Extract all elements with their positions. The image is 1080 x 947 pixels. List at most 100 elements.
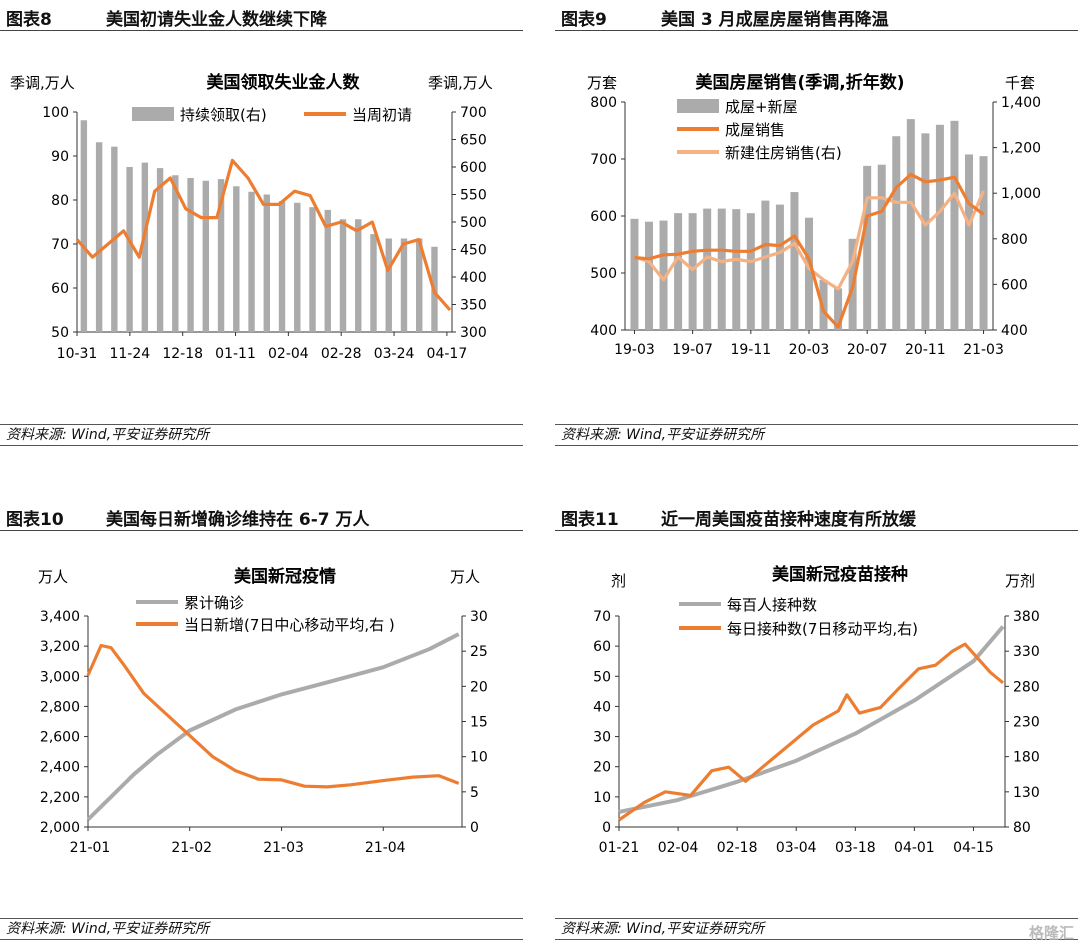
x-tick-label: 11-24 (109, 346, 150, 362)
bar-total-sales (717, 208, 726, 330)
y-tick-label-right: 0 (470, 820, 479, 836)
y-axis-label-left: 剂 (611, 572, 626, 590)
line-doses-per-hundred (618, 625, 1005, 814)
y-tick-label-right: 700 (460, 105, 487, 121)
figure-number: 图表11 (561, 510, 619, 530)
y-tick-label-right: 130 (1013, 785, 1040, 801)
bar-total-sales (790, 192, 799, 330)
y-tick-label-right: 500 (460, 215, 487, 231)
bar-total-sales (659, 220, 668, 330)
bar-total-sales (805, 217, 813, 330)
bar-continuing-claims (187, 178, 194, 332)
panel-title: 美国 3 月成屋房屋销售再降温 (661, 10, 889, 30)
x-tick-label: 21-04 (365, 840, 406, 856)
bar-continuing-claims (95, 142, 103, 332)
x-tick-label: 19-03 (614, 342, 655, 358)
x-tick-label: 20-07 (847, 342, 888, 358)
legend-label: 每百人接种数 (727, 596, 817, 614)
bar-continuing-claims (233, 186, 240, 332)
line-daily-doses (618, 642, 1005, 822)
bar-continuing-claims (202, 180, 210, 332)
bar-continuing-claims (400, 238, 408, 332)
figure-number: 图表9 (561, 10, 607, 30)
y-tick-label-right: 600 (460, 160, 487, 176)
x-tick-label: 01-11 (215, 346, 256, 362)
y-tick-label-right: 25 (470, 644, 488, 660)
y-tick-label-left: 400 (590, 323, 617, 339)
bar-total-sales (965, 154, 973, 330)
legend-label: 每日接种数(7日移动平均,右) (727, 620, 918, 638)
legend-label: 新建住房销售(右) (725, 144, 842, 162)
y-tick-label-right: 1,200 (1001, 141, 1041, 157)
bar-continuing-claims (355, 219, 362, 332)
chart-covid-cases: 2,000 2,200 2,400 2,600 2,800 3,000 3,200 3,400… (38, 566, 488, 856)
y-axis-label-right: 万人 (450, 568, 480, 586)
x-tick-label: 21-03 (263, 840, 304, 856)
y-tick-label-right: 20 (470, 679, 488, 695)
figure-number: 图表10 (6, 510, 64, 530)
y-tick-label-left: 500 (590, 266, 617, 282)
panel-header: 图表9 美国 3 月成屋房屋销售再降温 (555, 0, 1078, 31)
bar-continuing-claims (294, 202, 301, 332)
y-tick-label-left: 700 (590, 152, 617, 168)
y-axis-label-left: 万套 (587, 74, 617, 92)
bar-total-sales (703, 208, 712, 330)
bar-continuing-claims (80, 120, 88, 332)
watermark: 格隆汇 (1028, 924, 1074, 942)
y-tick-label-right: 350 (460, 298, 487, 314)
bar-continuing-claims (156, 168, 164, 332)
legend-swatch-bar (132, 107, 174, 121)
y-tick-label-right: 330 (1013, 644, 1040, 660)
y-tick-label-right: 80 (1013, 820, 1031, 836)
bar-total-sales (906, 119, 915, 330)
panel-fig8: 图表8 美国初请失业金人数继续下降 50 60 70 80 90 100 300 350 400… (0, 0, 523, 448)
y-tick-label-left: 800 (590, 95, 617, 111)
chart-title: 美国新冠疫苗接种 (772, 564, 908, 585)
y-axis-label-right: 季调,万人 (428, 74, 493, 92)
x-tick-label: 03-04 (776, 840, 817, 856)
y-tick-label-right: 5 (470, 785, 479, 801)
figure-number: 图表8 (6, 10, 52, 30)
chart-title: 美国新冠疫情 (234, 566, 336, 587)
y-tick-label-right: 450 (460, 243, 487, 259)
legend-label: 当日新增(7日中心移动平均,右 ) (184, 616, 395, 634)
x-tick-label: 02-04 (268, 346, 309, 362)
bar-total-sales (775, 204, 784, 330)
y-tick-label-right: 650 (460, 133, 487, 149)
y-axis-label-left: 季调,万人 (10, 74, 75, 92)
y-tick-label-left: 60 (51, 281, 69, 297)
x-tick-label: 19-11 (730, 342, 771, 358)
bar-continuing-claims (370, 234, 377, 332)
bar-continuing-claims (126, 167, 133, 332)
panel-fig11: 图表11 近一周美国疫苗接种速度有所放缓 0 10 20 30 40 50 60 70 80 13… (555, 500, 1078, 947)
bar-continuing-claims (248, 191, 255, 332)
bar-total-sales (761, 200, 770, 330)
bar-total-sales (819, 279, 828, 330)
x-tick-label: 03-24 (374, 346, 415, 362)
y-tick-label-left: 3,200 (40, 639, 80, 655)
y-tick-label-left: 100 (42, 105, 69, 121)
y-tick-label-left: 2,400 (40, 760, 80, 776)
y-tick-label-left: 2,800 (40, 699, 80, 715)
bar-total-sales (674, 213, 683, 330)
bar-total-sales (935, 124, 944, 330)
bar-total-sales (645, 221, 653, 330)
y-tick-label-left: 3,000 (40, 669, 80, 685)
bar-total-sales (688, 213, 697, 330)
source-note: 资料来源: Wind,平安证券研究所 (555, 424, 1078, 446)
y-tick-label-left: 2,200 (40, 790, 80, 806)
y-tick-label-right: 10 (470, 750, 488, 766)
x-tick-label: 03-18 (835, 840, 876, 856)
bar-continuing-claims (263, 194, 270, 332)
chart-title: 美国房屋销售(季调,折年数) (696, 72, 905, 93)
panel-fig9: 图表9 美国 3 月成屋房屋销售再降温 400 500 600 700 800 400 60… (555, 0, 1078, 448)
y-tick-label-left: 2,000 (40, 820, 80, 836)
bar-total-sales (746, 213, 755, 330)
line-initial-claims (75, 158, 452, 312)
y-tick-label-left: 600 (590, 209, 617, 225)
y-tick-label-right: 1,400 (1001, 95, 1041, 111)
y-tick-label-left: 10 (593, 790, 611, 806)
x-tick-label: 21-02 (171, 840, 212, 856)
bar-total-sales (950, 120, 959, 330)
y-tick-label-left: 50 (51, 325, 69, 341)
